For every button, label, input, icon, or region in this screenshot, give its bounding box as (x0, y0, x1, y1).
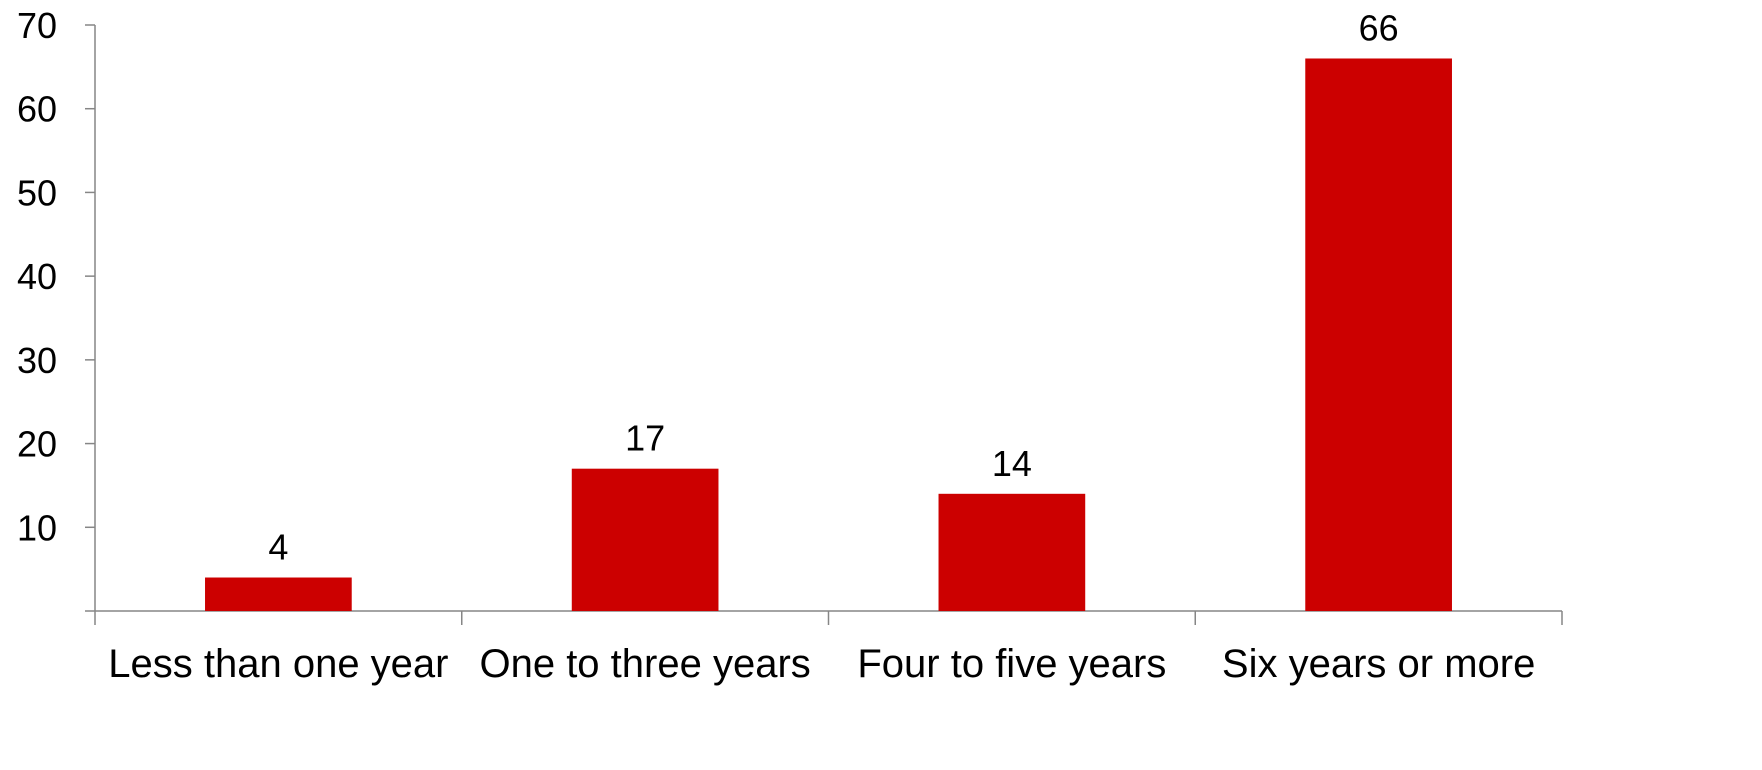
bar (1305, 58, 1452, 611)
bar (938, 493, 1086, 611)
y-tick-label: 20 (17, 424, 57, 465)
category-label: One to three years (479, 642, 810, 686)
y-tick-label: 70 (17, 5, 57, 46)
category-label: Six years or more (1222, 642, 1535, 686)
bar (205, 577, 352, 611)
y-tick-label: 50 (17, 172, 57, 213)
category-labels: Less than one year One to three years Four… (108, 642, 1535, 686)
y-tick-label: 40 (17, 256, 57, 297)
y-axis: 10 20 30 40 50 60 70 (17, 5, 96, 611)
data-label: 4 (268, 527, 288, 568)
data-labels: 4 17 14 66 (268, 7, 1398, 567)
bars (205, 58, 1452, 611)
y-tick-label: 30 (17, 340, 57, 381)
y-tick-label: 60 (17, 89, 57, 130)
data-label: 66 (1359, 7, 1399, 48)
bar (571, 468, 719, 611)
data-label: 14 (992, 443, 1032, 484)
y-tick-label: 10 (17, 507, 57, 548)
category-label: Less than one year (108, 642, 448, 686)
x-axis (85, 610, 1563, 625)
category-label: Four to five years (857, 642, 1166, 686)
data-label: 17 (625, 418, 665, 459)
